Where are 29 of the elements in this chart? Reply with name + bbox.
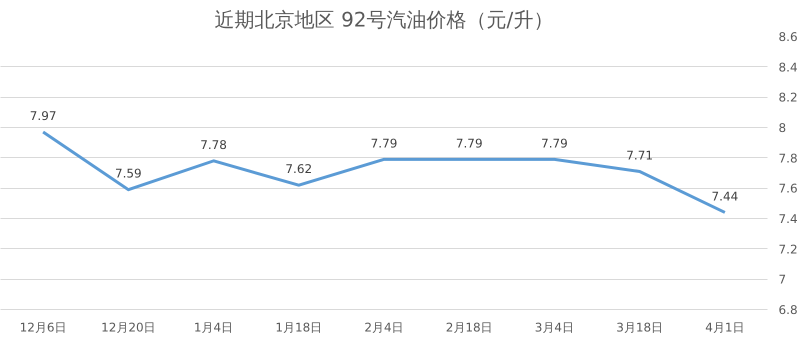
y-tick-label: 8.6 — [778, 30, 798, 44]
data-label: 7.62 — [285, 162, 312, 176]
data-label: 7.44 — [712, 189, 738, 204]
data-label: 7.79 — [370, 136, 398, 150]
x-tick-label: 12月20日 — [101, 320, 156, 334]
data-label: 7.78 — [200, 138, 227, 152]
x-tick-label: 3月18日 — [616, 320, 664, 334]
y-tick-label: 7 — [778, 272, 786, 287]
x-tick-label: 1月4日 — [194, 320, 234, 334]
x-tick-label: 2月18日 — [446, 320, 493, 334]
y-tick-label: 8.2 — [778, 90, 798, 105]
data-label: 7.79 — [541, 136, 568, 150]
x-tick-label: 4月1日 — [705, 320, 745, 334]
x-tick-label: 3月4日 — [534, 320, 574, 334]
y-tick-label: 8.4 — [778, 60, 798, 74]
y-tick-label: 7.8 — [778, 151, 798, 166]
x-tick-label: 1月18日 — [275, 320, 322, 334]
y-tick-label: 7.6 — [778, 182, 798, 196]
chart-title: 近期北京地区 92号汽油价格（元/升） — [214, 8, 554, 32]
y-tick-label: 8 — [778, 121, 786, 135]
data-label: 7.71 — [626, 148, 654, 162]
data-label: 7.59 — [114, 166, 142, 181]
y-tick-label: 6.8 — [778, 303, 798, 317]
x-tick-label: 2月4日 — [364, 320, 404, 334]
x-tick-label: 12月6日 — [20, 320, 67, 334]
y-tick-label: 7.4 — [778, 212, 798, 226]
data-label: 7.79 — [456, 136, 483, 150]
y-tick-label: 7.2 — [778, 242, 798, 256]
data-label: 7.97 — [30, 109, 56, 124]
